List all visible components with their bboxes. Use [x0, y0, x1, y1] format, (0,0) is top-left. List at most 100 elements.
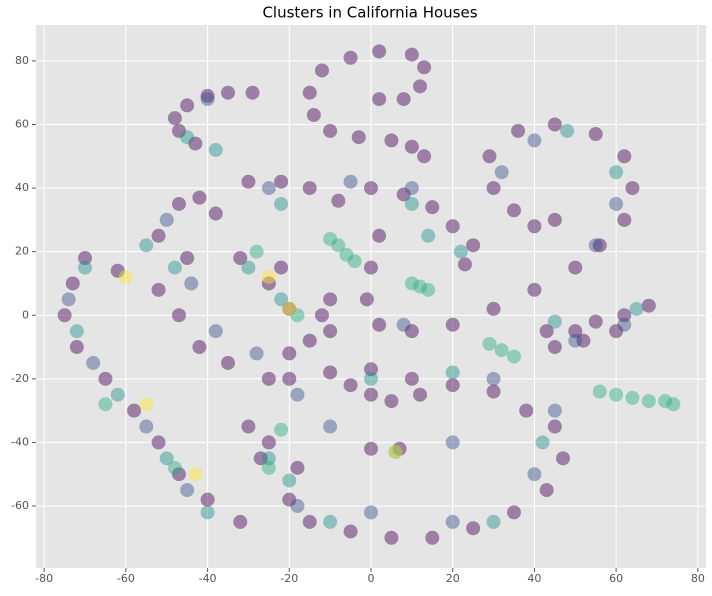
point [151, 435, 166, 450]
point [486, 181, 501, 196]
point [323, 292, 338, 307]
point [388, 444, 403, 459]
point [323, 324, 338, 339]
point [404, 371, 419, 386]
point [494, 165, 509, 180]
point [274, 260, 289, 275]
point [200, 492, 215, 507]
point [539, 483, 554, 498]
point [241, 174, 256, 189]
point [200, 505, 215, 520]
point [547, 340, 562, 355]
point [547, 314, 562, 329]
point [282, 473, 297, 488]
point [306, 107, 321, 122]
point [609, 387, 624, 402]
point [159, 212, 174, 227]
point [282, 301, 297, 316]
point [547, 419, 562, 434]
point [396, 92, 411, 107]
point [666, 397, 681, 412]
x-tick-label: 60 [609, 572, 623, 585]
point [364, 260, 378, 275]
point [245, 85, 260, 100]
point [343, 174, 358, 189]
point [425, 530, 440, 545]
point [184, 276, 199, 291]
point [314, 308, 329, 323]
point [658, 394, 673, 409]
x-tick-label: -20 [280, 572, 298, 585]
point [617, 149, 632, 164]
point [290, 308, 305, 323]
point [221, 85, 236, 100]
point [200, 92, 215, 107]
y-tick-label: -40 [11, 435, 29, 448]
point [494, 343, 509, 358]
point [359, 292, 374, 307]
point [588, 127, 603, 142]
point [425, 200, 440, 215]
point [404, 276, 419, 291]
point [404, 324, 419, 339]
point [364, 387, 378, 402]
point [417, 149, 432, 164]
point [261, 451, 276, 466]
point [139, 397, 154, 412]
point [413, 279, 428, 294]
point [511, 123, 526, 138]
point [364, 505, 378, 520]
point [221, 355, 236, 370]
point [506, 203, 521, 218]
point [192, 340, 207, 355]
point [421, 228, 436, 243]
y-tick-label: 20 [15, 245, 29, 258]
point [527, 219, 542, 234]
point [457, 257, 472, 272]
point [445, 317, 460, 332]
point [323, 123, 338, 138]
point [445, 365, 460, 380]
point [261, 460, 276, 475]
point [527, 282, 542, 297]
y-tick-label: 60 [15, 118, 29, 131]
point [445, 219, 460, 234]
point [364, 181, 378, 196]
point [404, 47, 419, 62]
point [57, 308, 72, 323]
point [171, 123, 186, 138]
point [261, 276, 276, 291]
point [331, 193, 346, 208]
point [302, 181, 317, 196]
point [314, 63, 329, 78]
point [364, 362, 378, 377]
point [98, 371, 113, 386]
point [65, 276, 80, 291]
point [78, 251, 93, 266]
point [384, 530, 399, 545]
point [413, 79, 428, 94]
point [180, 483, 195, 498]
chart-title: Clusters in California Houses [262, 4, 477, 22]
point [609, 196, 624, 211]
point [388, 444, 403, 459]
point [167, 460, 182, 475]
point [127, 403, 142, 418]
point [302, 514, 317, 529]
point [404, 139, 419, 154]
point [261, 435, 276, 450]
point [253, 451, 268, 466]
point [323, 514, 338, 529]
point [98, 397, 113, 412]
point [274, 422, 289, 437]
point [261, 181, 276, 196]
point [396, 317, 411, 332]
point [86, 355, 101, 370]
point [208, 206, 223, 221]
point [347, 254, 362, 269]
point [249, 244, 264, 259]
point [609, 165, 624, 180]
point [384, 394, 399, 409]
point [261, 270, 276, 285]
point [339, 247, 354, 262]
